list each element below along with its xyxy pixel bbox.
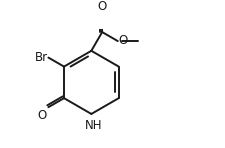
Text: Br: Br [34, 51, 47, 64]
Text: O: O [118, 34, 127, 47]
Text: O: O [37, 109, 46, 122]
Text: O: O [97, 0, 106, 13]
Text: NH: NH [84, 119, 101, 132]
